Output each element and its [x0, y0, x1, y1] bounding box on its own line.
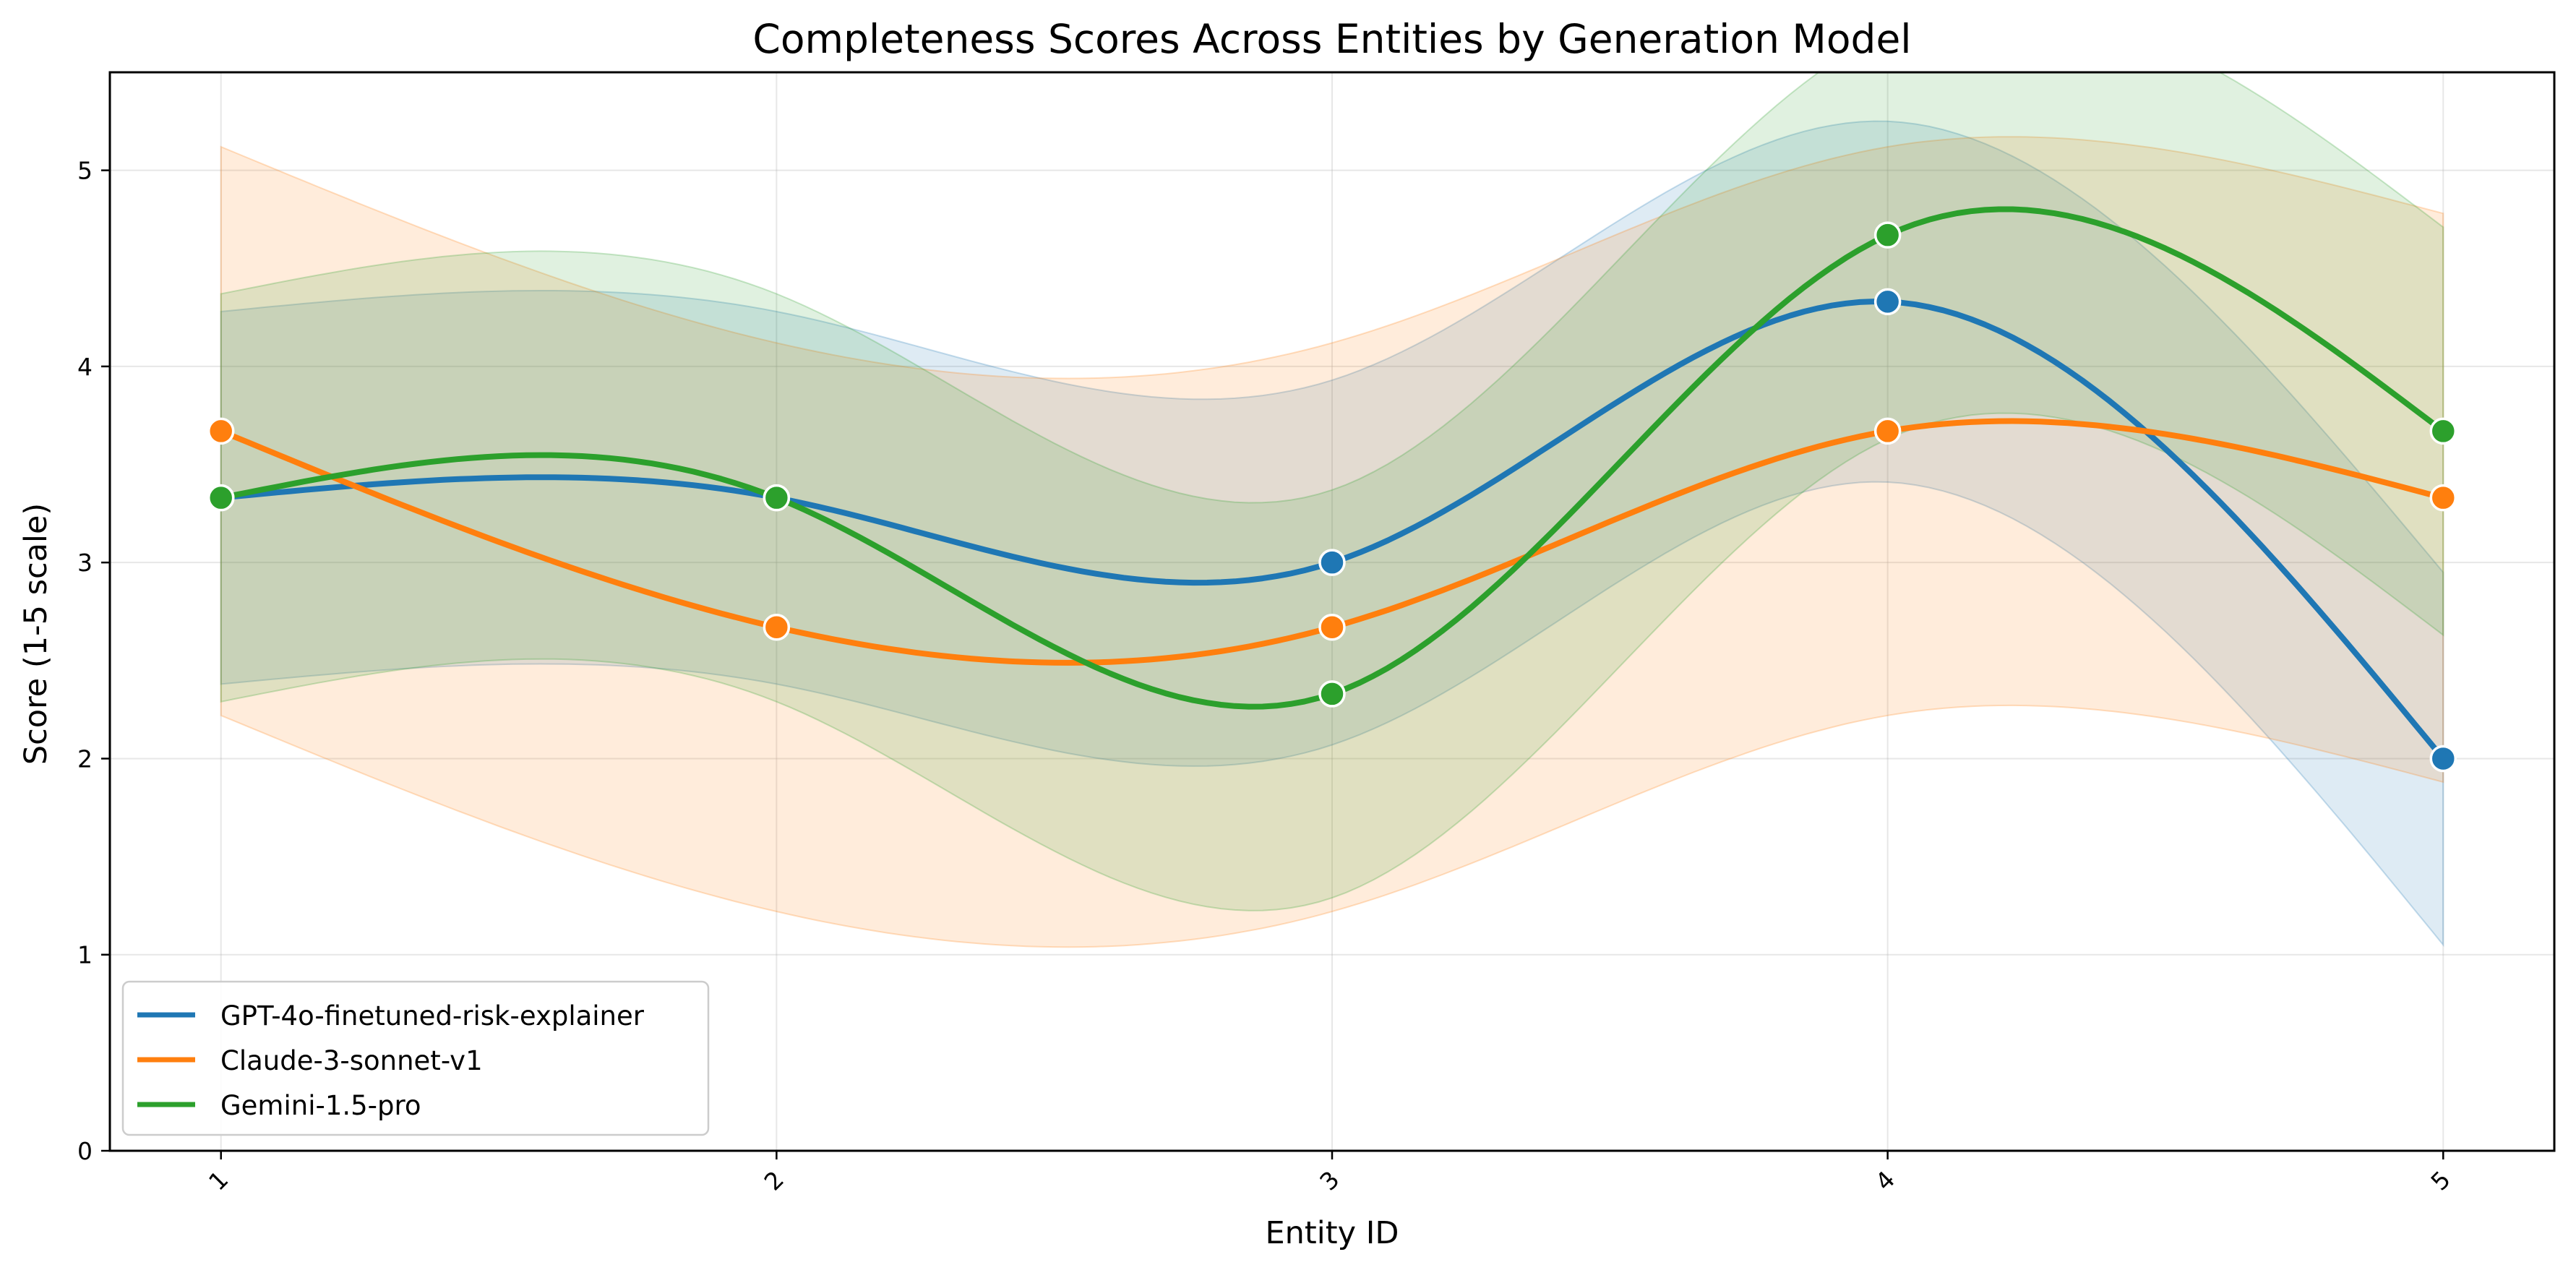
data-point-claude [1318, 613, 1346, 641]
y-axis-label: Score (1-5 scale) [18, 503, 54, 765]
data-points [207, 221, 2457, 773]
legend-label-claude: Claude-3-sonnet-v1 [220, 1045, 483, 1076]
data-point-gemini [1873, 221, 1902, 249]
data-point-gemini [1318, 680, 1346, 708]
legend: GPT-4o-finetuned-risk-explainer Claude-3… [121, 980, 710, 1136]
band-gemini [220, 72, 2444, 912]
data-point-gemini [207, 484, 235, 512]
y-tick-label: 4 [77, 353, 93, 381]
chart-title: Completeness Scores Across Entities by G… [752, 16, 1911, 62]
data-point-gpt [1873, 288, 1902, 316]
data-point-claude [207, 417, 235, 445]
y-axis-ticks: 0 1 2 3 4 5 [77, 157, 110, 1165]
data-point-claude [1873, 417, 1902, 445]
y-tick-label: 0 [77, 1137, 93, 1165]
data-point-gpt [1318, 549, 1346, 576]
data-point-claude [2429, 484, 2457, 512]
data-point-gemini [2429, 417, 2457, 445]
y-tick-label: 5 [77, 157, 93, 185]
data-point-gpt [2429, 745, 2457, 773]
grid [110, 72, 2554, 1152]
data-point-claude [763, 613, 791, 641]
data-point-gemini [763, 484, 791, 512]
band-gpt [220, 120, 2444, 948]
y-tick-label: 1 [77, 941, 93, 969]
band-claude [220, 136, 2444, 948]
legend-label-gemini: Gemini-1.5-pro [220, 1090, 421, 1121]
y-tick-label: 2 [77, 745, 93, 773]
confidence-bands [220, 72, 2444, 948]
legend-frame [121, 980, 710, 1136]
x-axis-label: Entity ID [1266, 1215, 1399, 1251]
legend-label-gpt: GPT-4o-finetuned-risk-explainer [220, 1000, 645, 1032]
y-tick-label: 3 [77, 549, 93, 577]
